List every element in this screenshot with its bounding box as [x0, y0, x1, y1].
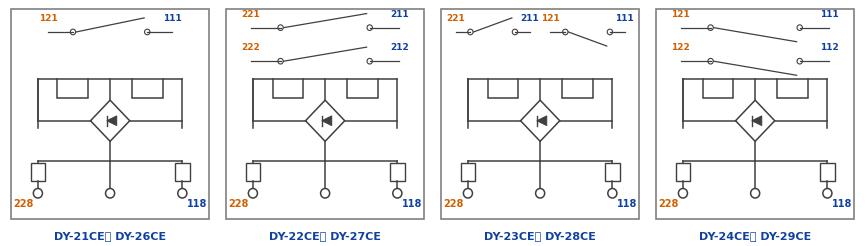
- Polygon shape: [520, 100, 560, 141]
- Text: 121: 121: [672, 10, 690, 19]
- Text: 112: 112: [820, 43, 838, 52]
- Text: DY-23CE， DY-28CE: DY-23CE， DY-28CE: [484, 231, 596, 241]
- Bar: [272, 78, 303, 98]
- Text: 228: 228: [658, 199, 679, 209]
- Polygon shape: [537, 116, 547, 126]
- Bar: [347, 78, 378, 98]
- Text: 221: 221: [447, 14, 465, 23]
- FancyBboxPatch shape: [226, 9, 424, 219]
- Text: 222: 222: [242, 43, 260, 52]
- Bar: [605, 163, 620, 181]
- Text: DY-21CE， DY-26CE: DY-21CE， DY-26CE: [54, 231, 166, 241]
- Text: 228: 228: [13, 199, 34, 209]
- Bar: [675, 163, 690, 181]
- Polygon shape: [90, 100, 130, 141]
- Bar: [30, 163, 45, 181]
- Text: 118: 118: [616, 199, 637, 209]
- Polygon shape: [322, 116, 332, 126]
- Bar: [562, 78, 593, 98]
- Text: DY-24CE， DY-29CE: DY-24CE， DY-29CE: [699, 231, 812, 241]
- Polygon shape: [305, 100, 345, 141]
- Text: 221: 221: [242, 10, 260, 19]
- Bar: [390, 163, 405, 181]
- FancyBboxPatch shape: [656, 9, 854, 219]
- Bar: [57, 78, 88, 98]
- Text: 118: 118: [186, 199, 207, 209]
- Text: 111: 111: [163, 14, 181, 23]
- Text: 228: 228: [443, 199, 464, 209]
- Bar: [245, 163, 260, 181]
- Bar: [702, 78, 733, 98]
- Polygon shape: [107, 116, 117, 126]
- Text: 111: 111: [820, 10, 838, 19]
- Text: 122: 122: [672, 43, 690, 52]
- Text: 121: 121: [541, 14, 560, 23]
- Text: DY-22CE， DY-27CE: DY-22CE， DY-27CE: [269, 231, 381, 241]
- FancyBboxPatch shape: [11, 9, 209, 219]
- Text: 121: 121: [39, 14, 57, 23]
- Bar: [777, 78, 808, 98]
- Bar: [487, 78, 518, 98]
- Text: 111: 111: [616, 14, 634, 23]
- Text: 211: 211: [520, 14, 539, 23]
- Text: 228: 228: [228, 199, 249, 209]
- Text: 211: 211: [390, 10, 408, 19]
- Bar: [175, 163, 190, 181]
- Text: 118: 118: [401, 199, 422, 209]
- Bar: [820, 163, 835, 181]
- Polygon shape: [735, 100, 775, 141]
- Text: 118: 118: [831, 199, 852, 209]
- Bar: [132, 78, 163, 98]
- Text: 212: 212: [390, 43, 408, 52]
- Polygon shape: [752, 116, 762, 126]
- Bar: [460, 163, 475, 181]
- FancyBboxPatch shape: [441, 9, 639, 219]
